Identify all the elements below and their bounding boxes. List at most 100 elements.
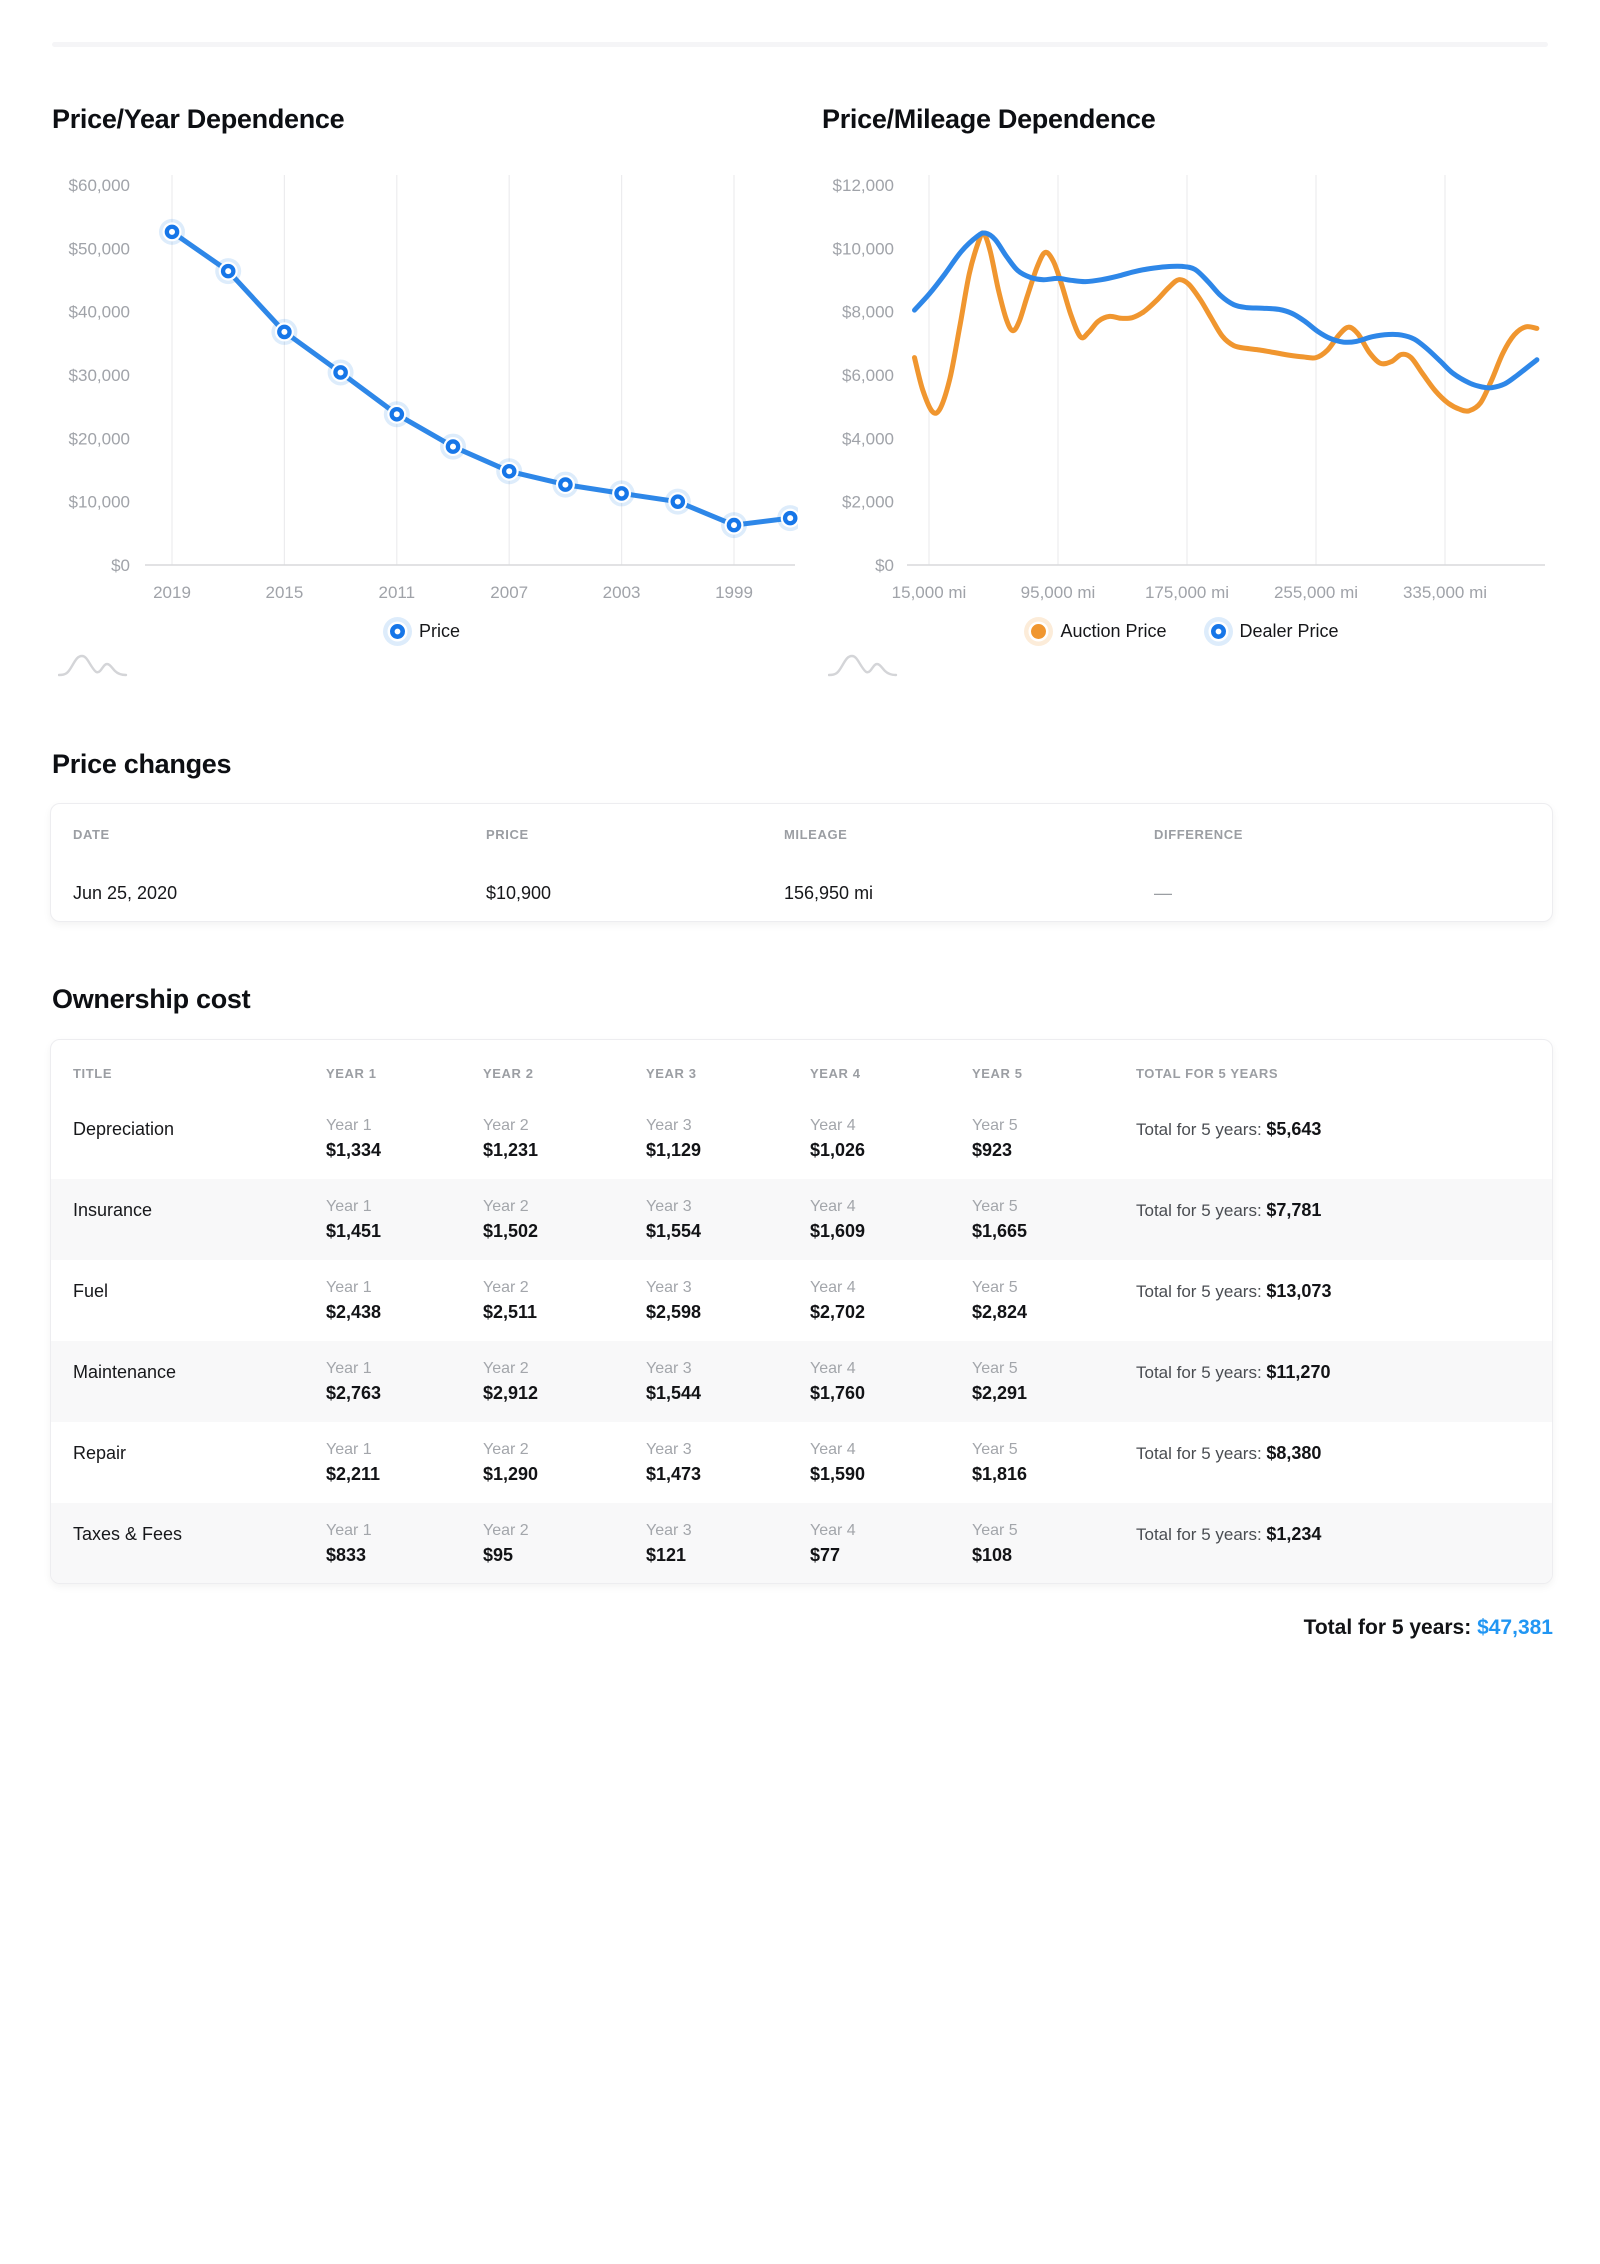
year-value: $2,763 <box>326 1383 382 1403</box>
year-label: Year 5 <box>972 1441 1018 1458</box>
year-value: $77 <box>810 1545 841 1565</box>
year-label: Year 3 <box>646 1198 692 1215</box>
year-cell: Year 1 $1,451 <box>326 1179 483 1260</box>
row-total-value: $5,643 <box>1266 1119 1322 1139</box>
year-label: Year 3 <box>646 1522 692 1539</box>
price-series-dot-icon <box>389 624 405 639</box>
year-value: $1,290 <box>483 1464 539 1484</box>
row-title: Maintenance <box>73 1362 177 1382</box>
ownership-row: Fuel Year 1 $2,438 Year 2 $2,511 Year 3 $2,598… <box>51 1260 1552 1341</box>
year-value: $1,665 <box>972 1221 1028 1241</box>
x-tick-label: 15,000 mi <box>892 583 967 602</box>
price-year-chart-title: Price/Year Dependence <box>52 104 345 134</box>
year-cell: Year 2 $1,290 <box>483 1422 646 1503</box>
grand-total: Total for 5 years: $47,381 <box>1304 1616 1553 1640</box>
legend-item-auction-price[interactable]: Auction Price <box>1031 621 1167 642</box>
year-label: Year 5 <box>972 1522 1018 1539</box>
column-header: TOTAL FOR 5 YEARS <box>1136 1065 1279 1081</box>
year-cell: Year 5 $2,824 <box>972 1260 1136 1341</box>
y-tick-label: $60,000 <box>69 176 130 195</box>
dealer-price-line <box>912 230 1540 391</box>
year-cell: Year 5 $1,665 <box>972 1179 1136 1260</box>
price-line <box>169 229 793 528</box>
cell-difference: — <box>1154 882 1172 903</box>
price-change-row: Jun 25, 2020 $10,900 156,950 mi — <box>51 856 1552 921</box>
year-cell: Year 2 $2,912 <box>483 1341 646 1422</box>
year-value: $2,211 <box>326 1464 381 1484</box>
year-value: $1,502 <box>483 1221 539 1241</box>
year-value: $833 <box>326 1545 367 1565</box>
x-tick-label: 1999 <box>715 583 753 602</box>
x-tick-label: 175,000 mi <box>1145 583 1229 602</box>
auction-series-dot-icon <box>1031 624 1047 639</box>
year-cell: Year 1 $833 <box>326 1503 483 1583</box>
year-value: $2,598 <box>646 1302 702 1322</box>
ownership-cost-card: TITLE YEAR 1 YEAR 2 YEAR 3 YEAR 4 YEAR 5 TOTAL… <box>50 1039 1553 1584</box>
row-total-cell: Total for 5 years: $7,781 <box>1136 1200 1322 1220</box>
legend-item-price[interactable]: Price <box>389 621 460 642</box>
year-label: Year 4 <box>810 1198 856 1215</box>
year-label: Year 5 <box>972 1198 1018 1215</box>
year-value: $108 <box>972 1545 1013 1565</box>
y-tick-label: $12,000 <box>833 176 894 195</box>
year-label: Year 1 <box>326 1441 372 1458</box>
price-mileage-chart-canvas[interactable]: 15,000 mi 95,000 mi 175,000 mi 255,000 mi 33… <box>822 156 1548 626</box>
column-header: YEAR 4 <box>810 1065 861 1081</box>
year-cell: Year 3 $1,554 <box>646 1179 810 1260</box>
year-value: $1,544 <box>646 1383 702 1403</box>
column-header: TITLE <box>73 1065 113 1081</box>
row-total-value: $8,380 <box>1266 1443 1322 1463</box>
row-total-value: $13,073 <box>1266 1281 1332 1301</box>
grand-total-value: $47,381 <box>1477 1616 1553 1639</box>
x-tick-label: 2003 <box>603 583 641 602</box>
year-label: Year 1 <box>326 1522 372 1539</box>
year-label: Year 4 <box>810 1279 856 1296</box>
data-point-center <box>450 443 456 450</box>
y-tick-label: $40,000 <box>69 303 130 322</box>
year-label: Year 5 <box>972 1117 1018 1134</box>
year-value: $1,231 <box>483 1140 539 1160</box>
data-point-center <box>337 369 344 376</box>
year-label: Year 2 <box>483 1117 529 1134</box>
year-label: Year 3 <box>646 1279 692 1296</box>
x-tick-label: 2019 <box>153 583 191 602</box>
year-label: Year 4 <box>810 1360 856 1377</box>
ownership-header-row: TITLE YEAR 1 YEAR 2 YEAR 3 YEAR 4 YEAR 5 TOTAL… <box>51 1040 1552 1098</box>
auction-price-line <box>912 230 1540 416</box>
price-changes-heading: Price changes <box>52 749 232 779</box>
data-point-center <box>618 490 625 497</box>
row-total-value: $7,781 <box>1266 1200 1322 1220</box>
year-cell: Year 5 $1,816 <box>972 1422 1136 1503</box>
year-cell: Year 4 $1,026 <box>810 1098 972 1179</box>
row-title: Taxes & Fees <box>73 1524 183 1544</box>
price-year-chart-section: Price/Year Dependence 2019 2015 2011 2007 20… <box>52 103 798 677</box>
y-tick-label: $0 <box>111 556 130 575</box>
year-label: Year 1 <box>326 1360 372 1377</box>
year-cell: Year 4 $77 <box>810 1503 972 1583</box>
year-label: Year 2 <box>483 1279 529 1296</box>
data-point-center <box>787 515 794 522</box>
column-header: YEAR 3 <box>646 1065 697 1081</box>
data-point-center <box>393 411 400 418</box>
year-value: $1,816 <box>972 1464 1028 1484</box>
year-value: $2,702 <box>810 1302 866 1322</box>
price-year-chart-canvas[interactable]: 2019 2015 2011 2007 2003 1999 $60,000 $50,000 $4… <box>52 156 798 626</box>
year-cell: Year 2 $2,511 <box>483 1260 646 1341</box>
row-total-value: $11,270 <box>1266 1362 1331 1382</box>
column-header: PRICE <box>486 826 529 842</box>
year-cell: Year 5 $2,291 <box>972 1341 1136 1422</box>
column-header: DATE <box>73 826 110 842</box>
year-label: Year 2 <box>483 1441 529 1458</box>
legend-item-dealer-price[interactable]: Dealer Price <box>1210 621 1339 642</box>
year-label: Year 1 <box>326 1117 372 1134</box>
year-cell: Year 5 $108 <box>972 1503 1136 1583</box>
y-tick-label: $2,000 <box>842 493 894 512</box>
year-value: $1,609 <box>810 1221 866 1241</box>
y-tick-label: $50,000 <box>69 239 130 258</box>
year-label: Year 5 <box>972 1279 1018 1296</box>
year-cell: Year 3 $121 <box>646 1503 810 1583</box>
ownership-row: Maintenance Year 1 $2,763 Year 2 $2,912 Year … <box>51 1341 1552 1422</box>
x-tick-label: 2011 <box>379 583 416 602</box>
row-total-cell: Total for 5 years: $8,380 <box>1136 1443 1322 1463</box>
x-tick-label: 95,000 mi <box>1021 583 1096 602</box>
